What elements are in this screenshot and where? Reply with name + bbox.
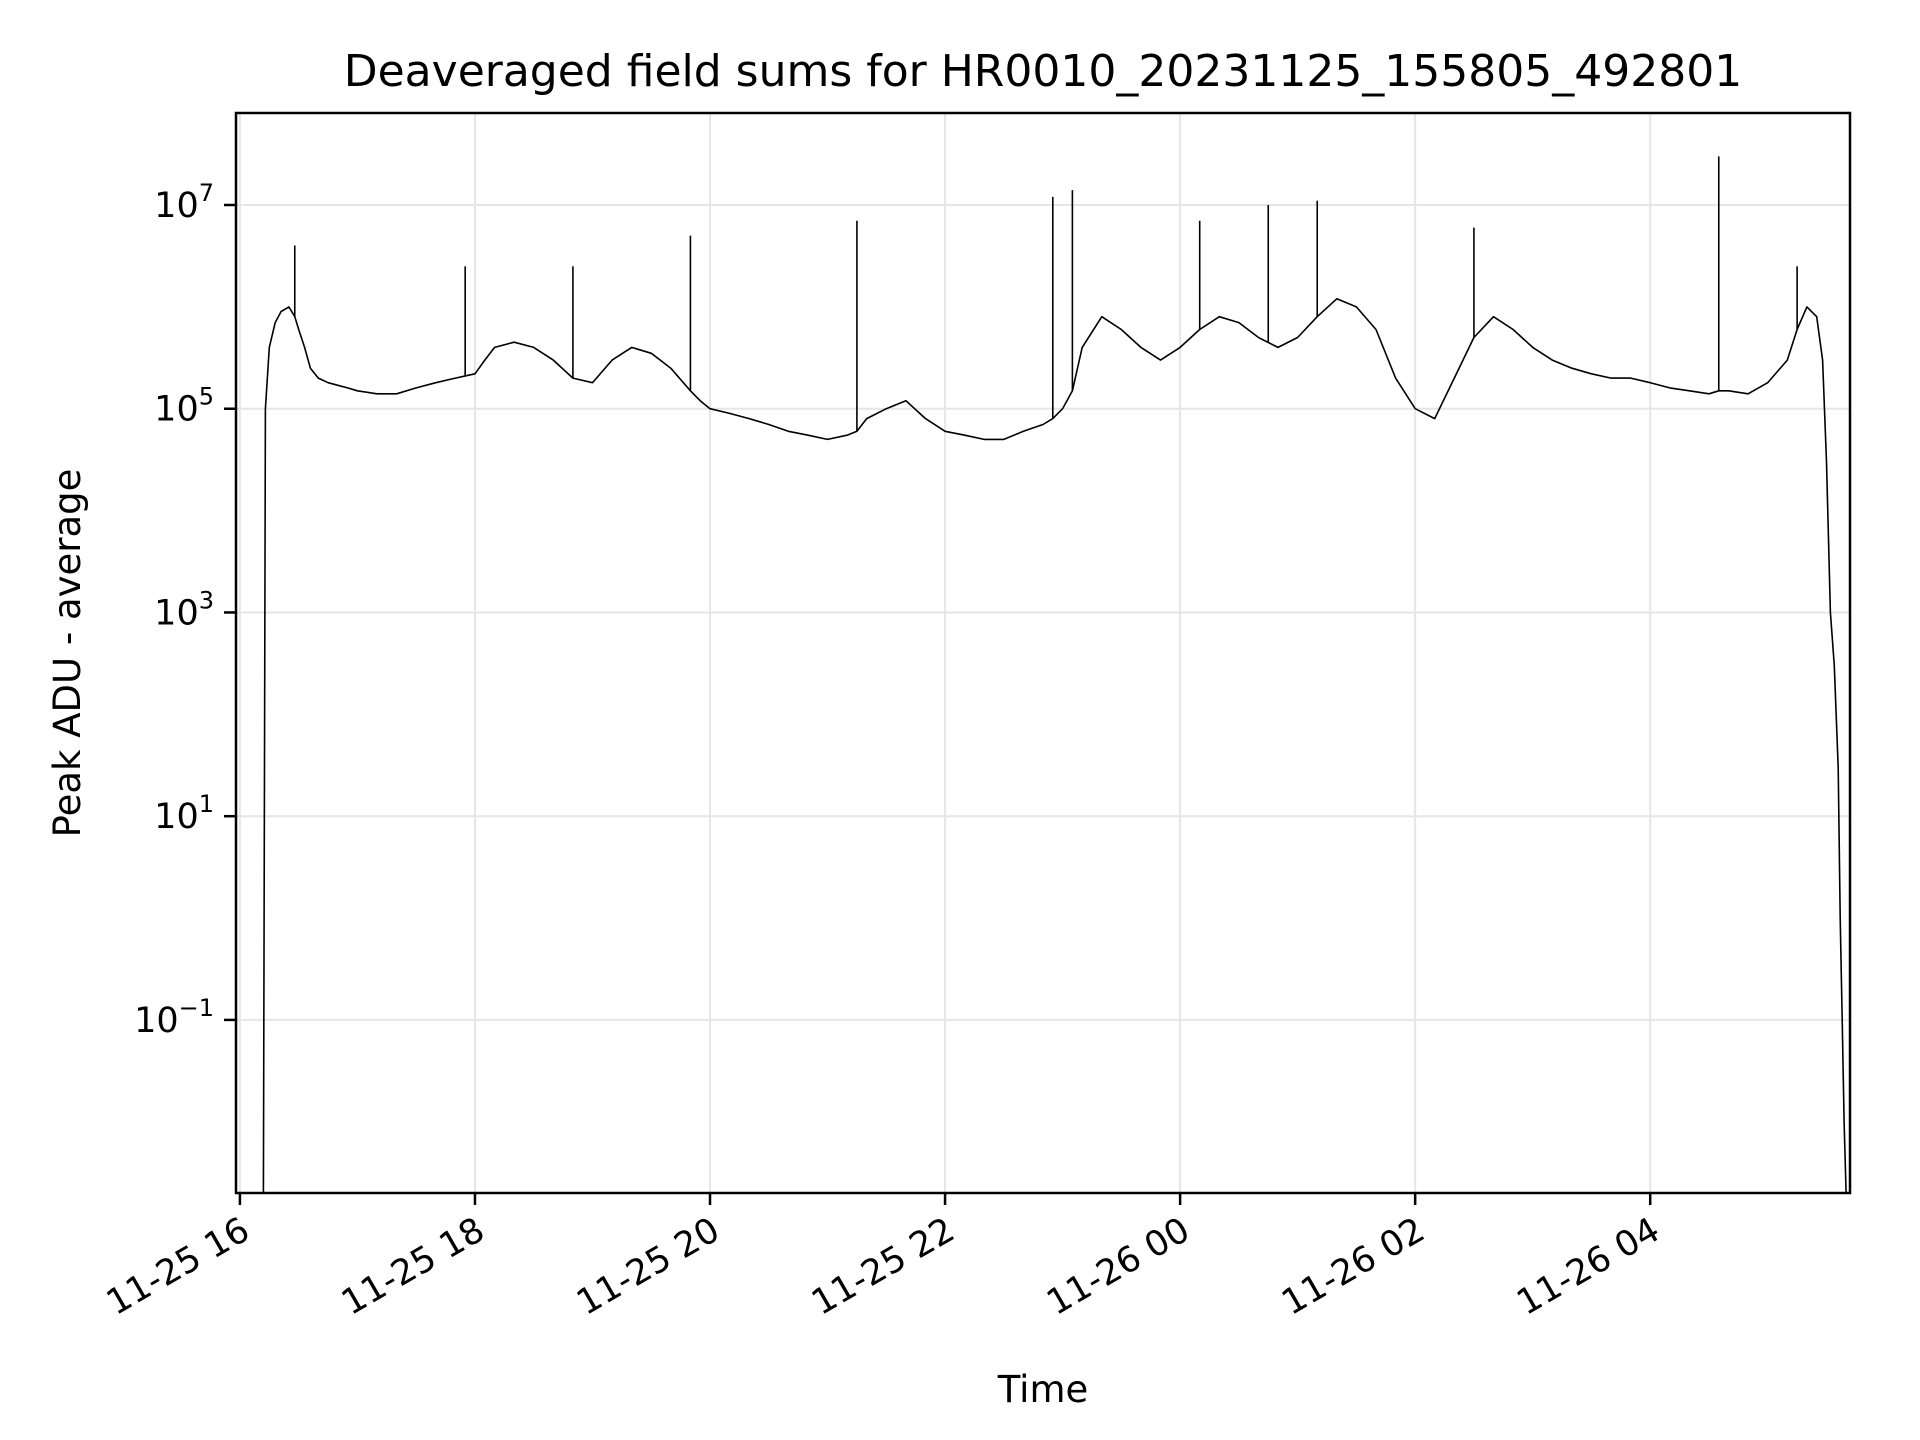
chart-title: Deaveraged field sums for HR0010_2023112… (344, 46, 1743, 97)
x-tick-label: 11-25 16 (100, 1210, 256, 1323)
x-tick-label: 11-26 04 (1510, 1210, 1666, 1323)
y-axis-label: Peak ADU - average (46, 469, 89, 838)
x-tick-label: 11-25 22 (805, 1210, 961, 1323)
spikes (293, 156, 1798, 432)
y-tick-label: 103 (154, 586, 214, 633)
y-tick-label: 107 (154, 179, 214, 226)
y-tick-label: 105 (154, 383, 214, 430)
x-axis-ticks: 11-25 16 11-25 18 11-25 20 11-25 22 11-26 00… (100, 1193, 1667, 1323)
grid (236, 113, 1850, 1193)
y-axis-ticks: 107 105 103 101 10−1 (134, 179, 236, 1041)
x-axis-label: Time (997, 1368, 1089, 1411)
plot-frame (234, 111, 1852, 1195)
y-tick-label: 101 (154, 790, 214, 837)
series-line (262, 298, 1848, 1194)
x-tick-label: 11-26 02 (1275, 1210, 1431, 1323)
x-tick-label: 11-25 18 (335, 1210, 491, 1323)
x-tick-label: 11-26 00 (1040, 1210, 1196, 1323)
x-tick-label: 11-25 20 (570, 1210, 726, 1323)
y-tick-label: 10−1 (134, 994, 214, 1041)
